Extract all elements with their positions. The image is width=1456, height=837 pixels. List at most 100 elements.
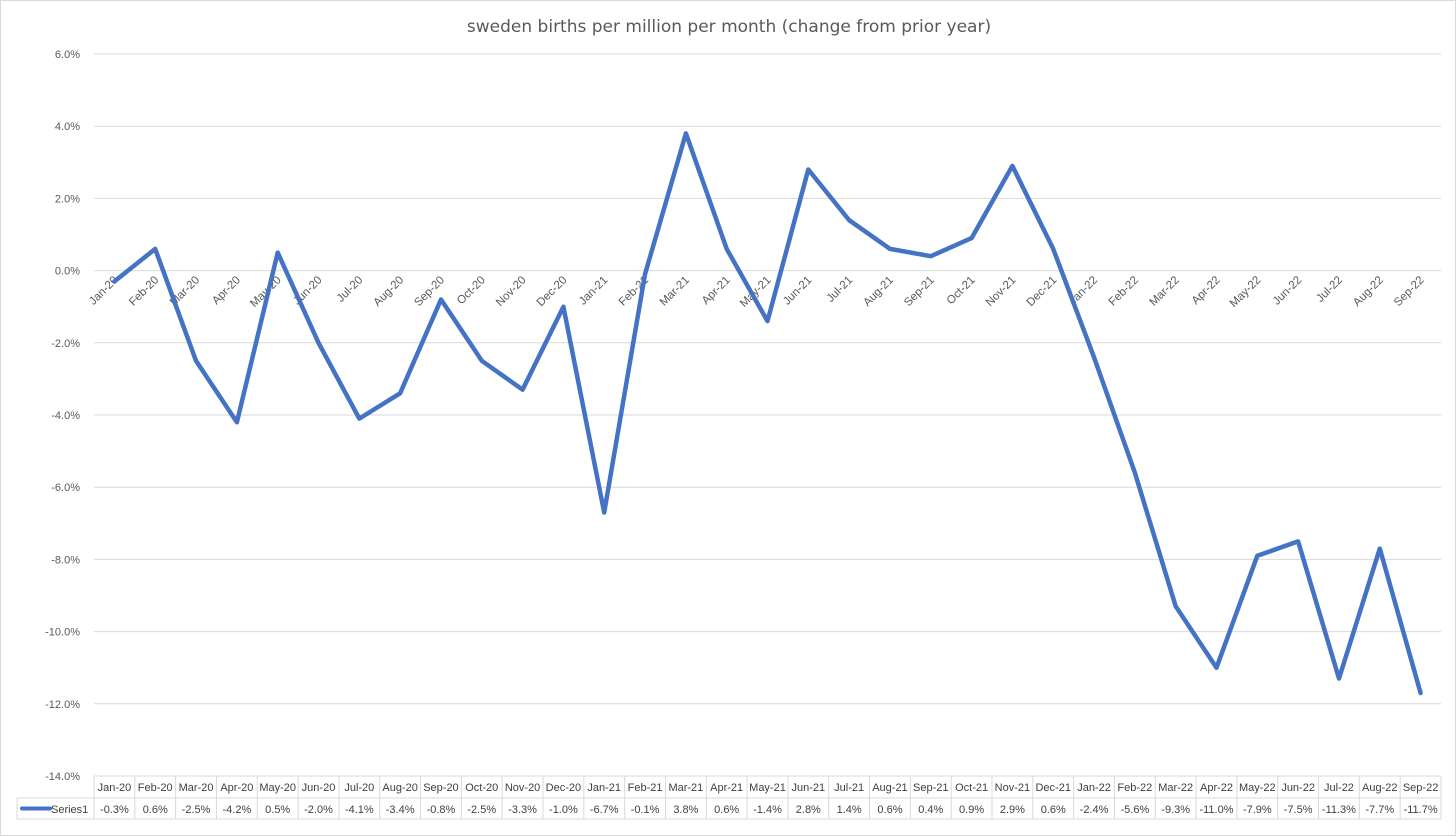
table-header-cell: Dec-20	[546, 782, 581, 794]
table-header-cell: Jun-20	[302, 782, 336, 794]
table-value-cell: 0.5%	[265, 804, 290, 816]
table-value-cell: -7.5%	[1284, 804, 1313, 816]
y-tick-label: 0.0%	[55, 266, 80, 278]
x-tick-label: Jul-20	[335, 274, 366, 305]
table-header-cell: Sep-20	[423, 782, 458, 794]
data-point	[1133, 471, 1136, 474]
table-value-cell: 2.9%	[1000, 804, 1025, 816]
table-value-cell: 0.6%	[714, 804, 739, 816]
data-point	[766, 320, 769, 323]
x-tick-label: Feb-20	[127, 274, 161, 308]
data-point	[1011, 164, 1014, 167]
data-point	[1419, 691, 1422, 694]
table-header-cell: Apr-21	[710, 782, 743, 794]
y-tick-label: 2.0%	[55, 193, 80, 205]
data-point	[1093, 356, 1096, 359]
data-point	[276, 251, 279, 254]
table-header-cell: May-22	[1239, 782, 1276, 794]
data-table: Jan-20 Feb-20 Mar-20 Apr-20 May-20 Jun-20 Jul-…	[16, 775, 1442, 820]
y-tick-label: -10.0%	[45, 627, 80, 639]
data-point	[521, 388, 524, 391]
y-tick-label: -2.0%	[51, 338, 80, 350]
table-header-cell: Dec-21	[1035, 782, 1070, 794]
data-point	[888, 247, 891, 250]
table-value-cell: -11.7%	[1404, 804, 1438, 816]
table-value-cell: -2.5%	[467, 804, 496, 816]
table-header-cell: Oct-21	[955, 782, 988, 794]
table-header-cell: Mar-22	[1158, 782, 1193, 794]
data-point	[725, 247, 728, 250]
table-value-cell: -1.0%	[549, 804, 578, 816]
table-header-cell: Nov-21	[995, 782, 1030, 794]
x-tick-label: Sep-21	[902, 274, 937, 309]
table-header-cell: Sep-21	[913, 782, 948, 794]
y-tick-label: -6.0%	[51, 482, 80, 494]
table-value-cell: -0.1%	[631, 804, 660, 816]
x-tick-label: Jun-21	[781, 274, 814, 307]
x-tick-label: Sep-22	[1392, 274, 1427, 309]
data-point	[399, 392, 402, 395]
table-value-cell: 0.4%	[918, 804, 943, 816]
x-tick-label: Mar-22	[1148, 274, 1182, 308]
table-header-cell: Jul-22	[1324, 782, 1354, 794]
data-point	[1174, 605, 1177, 608]
table-value-cell: -11.0%	[1199, 804, 1233, 816]
table-header-cell: Feb-21	[628, 782, 663, 794]
table-value-cell: -3.3%	[508, 804, 537, 816]
y-tick-label: 6.0%	[55, 49, 80, 61]
y-tick-label: -4.0%	[51, 410, 80, 422]
x-tick-label: Apr-20	[210, 274, 243, 307]
data-point	[113, 280, 116, 283]
table-header-cell: Jul-21	[834, 782, 864, 794]
table-header-cell: Jan-22	[1077, 782, 1111, 794]
x-tick-label: Jun-22	[1271, 274, 1304, 307]
data-point	[562, 305, 565, 308]
legend-series-label: Series1	[51, 804, 88, 816]
y-tick-label: -14.0%	[45, 771, 80, 783]
table-header-cell: Apr-20	[220, 782, 253, 794]
x-tick-label: Apr-22	[1190, 274, 1223, 307]
x-tick-label: Nov-20	[494, 274, 529, 309]
x-tick-label: Nov-21	[984, 274, 1019, 309]
data-point	[603, 511, 606, 514]
table-value-cell: -2.5%	[182, 804, 211, 816]
chart-title: sweden births per million per month (cha…	[467, 17, 991, 37]
x-tick-label: May-22	[1228, 274, 1264, 310]
data-point	[1256, 554, 1259, 557]
table-header-cell: Mar-20	[179, 782, 214, 794]
table-header-cell: May-20	[259, 782, 296, 794]
table-header-cell: Aug-22	[1362, 782, 1397, 794]
table-header-cell: Jun-21	[791, 782, 825, 794]
series-line-group	[112, 131, 1423, 696]
table-value-cell: -5.6%	[1120, 804, 1149, 816]
data-point	[235, 421, 238, 424]
y-tick-label: -12.0%	[45, 699, 80, 711]
table-header-cell: Feb-20	[138, 782, 173, 794]
data-point	[848, 219, 851, 222]
table-value-cell: -4.1%	[345, 804, 374, 816]
table-value-cell: -7.7%	[1365, 804, 1394, 816]
table-header-cell: Feb-22	[1117, 782, 1152, 794]
data-point	[807, 168, 810, 171]
x-tick-label: Jul-21	[825, 274, 856, 305]
table-value-cell: -9.3%	[1161, 804, 1190, 816]
y-tick-label: -8.0%	[51, 554, 80, 566]
x-tick-label: Oct-20	[455, 274, 488, 307]
table-value-cell: -6.7%	[590, 804, 619, 816]
table-header-cell: Jun-22	[1281, 782, 1315, 794]
table-value-cell: -0.8%	[427, 804, 456, 816]
table-header-cell: Aug-20	[382, 782, 417, 794]
x-tick-label: Jan-21	[577, 274, 610, 307]
data-point	[358, 417, 361, 420]
table-header-cell: Jul-20	[344, 782, 374, 794]
data-point	[1297, 540, 1300, 543]
x-tick-label: Mar-21	[658, 274, 692, 308]
table-header-cell: Aug-21	[872, 782, 907, 794]
data-point	[154, 247, 157, 250]
table-header-cell: Sep-22	[1403, 782, 1438, 794]
data-point	[317, 341, 320, 344]
table-header-cell: Jan-21	[587, 782, 621, 794]
table-header-cell: Mar-21	[668, 782, 703, 794]
x-tick-label: Dec-20	[535, 274, 570, 309]
